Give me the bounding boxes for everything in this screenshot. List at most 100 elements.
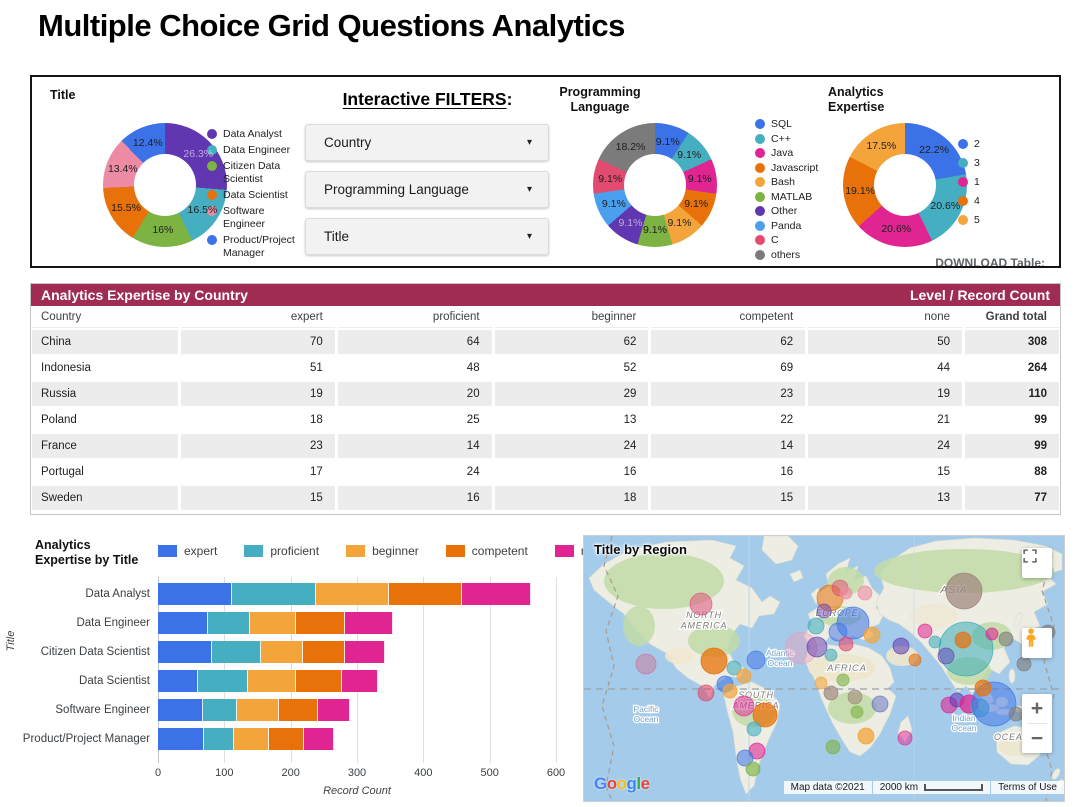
bar-segment-none[interactable]	[345, 611, 393, 634]
bar-segment-none[interactable]	[317, 698, 351, 721]
map-bubble[interactable]	[938, 621, 994, 677]
map-bubble[interactable]	[847, 689, 863, 705]
map-panel[interactable]: NORTHAMERICASOUTHAMERICAEUROPEASIAAFRICA…	[583, 535, 1065, 802]
bar-segment-proficient[interactable]	[203, 698, 237, 721]
bar-segment-beginner[interactable]	[315, 582, 390, 605]
world-map: NORTHAMERICASOUTHAMERICAEUROPEASIAAFRICA…	[584, 536, 1064, 801]
stacked-bar[interactable]	[158, 640, 556, 663]
map-bubble[interactable]	[635, 653, 657, 675]
map-bubble[interactable]	[908, 653, 922, 667]
map-bubble[interactable]	[736, 749, 754, 767]
map-bubble[interactable]	[736, 668, 752, 684]
map-bubble[interactable]	[945, 572, 983, 610]
map-bubble[interactable]	[746, 721, 762, 737]
bar-segment-none[interactable]	[345, 640, 385, 663]
map-title: Title by Region	[594, 542, 687, 557]
bar-segment-beginner[interactable]	[260, 640, 303, 663]
map-bubble[interactable]	[823, 685, 839, 701]
map-bubble[interactable]	[998, 631, 1014, 647]
country-filter-dropdown[interactable]: Country ▾	[305, 124, 549, 161]
bar-segment-competent[interactable]	[302, 640, 346, 663]
map-bubble[interactable]	[807, 617, 825, 635]
bar-segment-competent[interactable]	[278, 698, 318, 721]
map-bubble[interactable]	[863, 626, 881, 644]
bar-segment-beginner[interactable]	[233, 727, 269, 750]
bar-segment-proficient[interactable]	[197, 669, 248, 692]
map-bubble[interactable]	[733, 695, 755, 717]
bar-segment-beginner[interactable]	[249, 611, 296, 634]
table-cell: 23	[651, 382, 806, 406]
terms-of-use-link[interactable]: Terms of Use	[991, 781, 1064, 794]
map-bubble[interactable]	[836, 673, 850, 687]
map-bubble[interactable]	[700, 647, 728, 675]
bar-segment-expert[interactable]	[158, 669, 198, 692]
map-bubble[interactable]	[892, 637, 910, 655]
stacked-bar[interactable]	[158, 698, 556, 721]
bar-segment-competent[interactable]	[295, 611, 346, 634]
bar-segment-none[interactable]	[303, 727, 334, 750]
map-bubble[interactable]	[857, 585, 873, 601]
expertise-donut-chart[interactable]: 22.2% 20.6% 20.6% 19.1% 17.5%	[843, 123, 967, 247]
map-bubble[interactable]	[689, 592, 713, 616]
map-bubble[interactable]	[857, 727, 875, 745]
map-bubble[interactable]	[726, 660, 742, 676]
bar-segment-expert[interactable]	[158, 698, 204, 721]
map-bubble[interactable]	[825, 739, 841, 755]
bar-segment-proficient[interactable]	[211, 640, 261, 663]
bar-segment-beginner[interactable]	[247, 669, 296, 692]
map-bubble[interactable]	[816, 603, 832, 619]
map-bubble[interactable]	[697, 684, 715, 702]
legend-dot-icon	[958, 158, 968, 168]
bar-segment-proficient[interactable]	[208, 611, 250, 634]
map-bubble[interactable]	[850, 705, 864, 719]
bar-category-label: Data Scientist	[79, 674, 150, 687]
bar-segment-proficient[interactable]	[232, 582, 316, 605]
map-bubble[interactable]	[745, 761, 761, 777]
stacked-bar[interactable]	[158, 611, 556, 634]
map-bubble[interactable]	[937, 647, 955, 665]
legend-dot-icon	[755, 206, 765, 216]
title-filter-dropdown[interactable]: Title ▾	[305, 218, 549, 255]
download-table-link[interactable]: DOWNLOAD Table:	[935, 256, 1045, 268]
fullscreen-button[interactable]	[1022, 548, 1052, 578]
zoom-in-button[interactable]: +	[1030, 696, 1044, 720]
pegman-button[interactable]	[1022, 628, 1052, 658]
stacked-bar[interactable]	[158, 582, 556, 605]
map-bubble[interactable]	[806, 636, 828, 658]
stacked-bar[interactable]	[158, 727, 556, 750]
donut-slice-label: 9.1%	[684, 197, 709, 210]
map-bubble[interactable]	[722, 683, 738, 699]
map-bubble[interactable]	[954, 631, 972, 649]
map-bubble[interactable]	[824, 648, 838, 662]
bar-segment-expert[interactable]	[158, 582, 233, 605]
language-donut-chart[interactable]: 9.1% 9.1% 9.1% 9.1% 9.1% 9.1% 9.1% 9.1% 9.1% 18.2…	[593, 123, 717, 247]
map-bubble[interactable]	[828, 622, 848, 642]
map-bubble[interactable]	[814, 676, 828, 690]
zoom-out-button[interactable]: −	[1030, 726, 1044, 750]
bar-segment-none[interactable]	[461, 582, 531, 605]
google-logo[interactable]: Google	[594, 774, 650, 794]
bar-segment-competent[interactable]	[389, 582, 462, 605]
bar-segment-proficient[interactable]	[203, 727, 234, 750]
bar-segment-beginner[interactable]	[236, 698, 279, 721]
title-donut-chart[interactable]: 26.3% 16.5% 16% 15.5% 13.4% 12.4%	[103, 123, 227, 247]
map-bubble[interactable]	[974, 679, 992, 697]
map-bubble[interactable]	[1008, 706, 1024, 722]
map-bubble[interactable]	[985, 627, 999, 641]
map-bubble[interactable]	[746, 650, 766, 670]
bar-segment-expert[interactable]	[158, 611, 209, 634]
bar-segment-none[interactable]	[341, 669, 379, 692]
map-bubble[interactable]	[917, 623, 933, 639]
map-bubble[interactable]	[1016, 656, 1032, 672]
bar-segment-expert[interactable]	[158, 727, 204, 750]
map-bubble[interactable]	[839, 586, 853, 600]
bar-segment-competent[interactable]	[268, 727, 304, 750]
map-bubble[interactable]	[752, 702, 778, 728]
language-filter-dropdown[interactable]: Programming Language ▾	[305, 171, 549, 208]
bar-segment-competent[interactable]	[295, 669, 342, 692]
map-bubble[interactable]	[871, 695, 889, 713]
bar-segment-expert[interactable]	[158, 640, 212, 663]
map-bubble[interactable]	[838, 636, 854, 652]
stacked-bar[interactable]	[158, 669, 556, 692]
map-bubble[interactable]	[897, 730, 913, 746]
